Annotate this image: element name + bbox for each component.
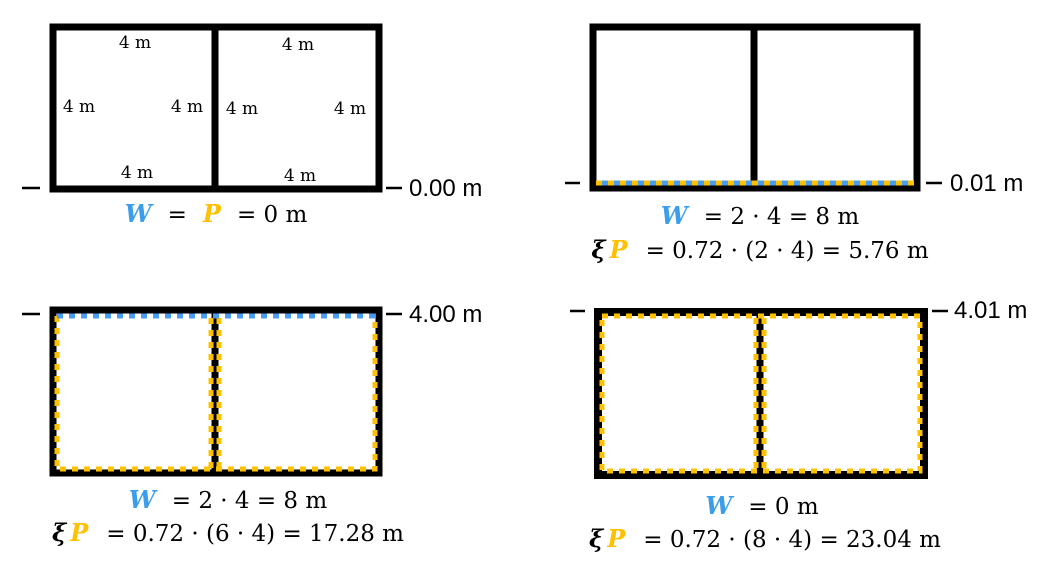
panel-depth-0-01: 0.01 m W = 2 · 4 = 8 m ξ P = 0.72 · (2 ·… (565, 23, 1023, 264)
equation-xi-p: ξ P = 0.72 · (2 · 4) = 5.76 m (591, 235, 929, 264)
equation-rest: = 0 m (748, 494, 819, 520)
equation-w-p: W = P = 0 m (125, 199, 308, 228)
symbol-p: P (606, 524, 626, 553)
dim-top-left: 4 m (119, 33, 151, 53)
level-label: 4.00 m (409, 301, 482, 328)
symbol-xi: ξ (589, 524, 605, 553)
symbol-w: W (661, 201, 690, 230)
panel-depth-4-01: 4.01 m W = 0 m ξ P = 0.72 · (8 · 4) = 23… (570, 297, 1027, 553)
panel-depth-0: 4 m 4 m 4 m 4 m 4 m 4 m 4 m 4 m 0.00 m W… (22, 23, 482, 228)
dim-right-inner: 4 m (226, 99, 258, 119)
dim-bottom-left: 4 m (121, 163, 153, 183)
symbol-w: W (705, 491, 734, 520)
dim-left-outer: 4 m (63, 97, 95, 117)
wetted-perimeter-full (599, 313, 923, 474)
equals-sign: = (168, 202, 187, 228)
symbol-p: P (69, 518, 89, 547)
symbol-w: W (125, 199, 154, 228)
dim-right-outer: 4 m (334, 99, 366, 119)
equation-xi-p: ξ P = 0.72 · (6 · 4) = 17.28 m (52, 518, 404, 547)
level-label: 4.01 m (954, 297, 1027, 324)
equation-w: W = 0 m (705, 491, 818, 520)
symbol-p: P (202, 199, 222, 228)
dim-left-inner: 4 m (171, 97, 203, 117)
dim-top-right: 4 m (282, 35, 314, 55)
equation-rest: = 2 · 4 = 8 m (172, 488, 328, 514)
equation-w: W = 2 · 4 = 8 m (661, 201, 860, 230)
equation-w: W = 2 · 4 = 8 m (129, 485, 328, 514)
wetted-perimeter-outer (54, 316, 378, 472)
dim-bottom-right: 4 m (284, 166, 316, 186)
symbol-xi: ξ (591, 235, 607, 264)
equation-rest: = 0.72 · (6 · 4) = 17.28 m (106, 521, 404, 547)
level-label: 0.01 m (950, 170, 1023, 197)
equation-rest: = 0 m (237, 202, 308, 228)
symbol-p: P (609, 235, 629, 264)
equation-rest: = 2 · 4 = 8 m (704, 204, 860, 230)
symbol-xi: ξ (52, 518, 68, 547)
equation-rest: = 0.72 · (8 · 4) = 23.04 m (643, 527, 941, 553)
equation-rest: = 0.72 · (2 · 4) = 5.76 m (646, 238, 929, 264)
panel-depth-4: 4.00 m W = 2 · 4 = 8 m ξ P = 0.72 · (6 ·… (22, 301, 482, 547)
symbol-w: W (129, 485, 158, 514)
equation-xi-p: ξ P = 0.72 · (8 · 4) = 23.04 m (589, 524, 941, 553)
level-label: 0.00 m (409, 175, 482, 202)
